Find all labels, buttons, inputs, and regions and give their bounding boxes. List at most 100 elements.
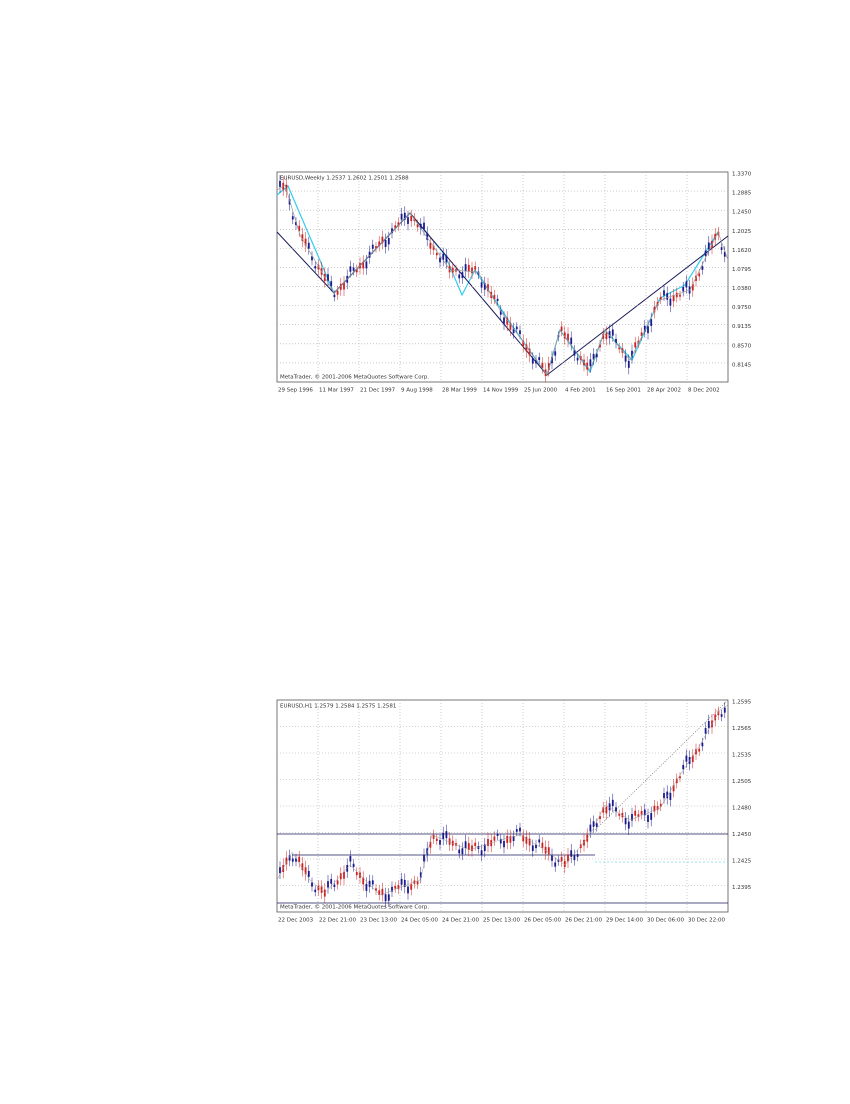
candle-body [301, 863, 304, 871]
candle-body [643, 809, 646, 816]
candle-body [419, 223, 422, 230]
candle-body [557, 859, 560, 862]
x-axis-label: 16 Sep 2001 [606, 388, 641, 394]
candle-body [560, 326, 563, 332]
candle-body [691, 283, 694, 291]
copyright: MetaTrader, © 2001-2006 MetaQuotes Softw… [280, 904, 429, 911]
candle-body [595, 823, 598, 827]
x-axis-label: 11 Mar 1997 [319, 388, 354, 394]
candle-body [371, 880, 374, 885]
candle-body [503, 840, 505, 848]
candle-body [720, 714, 723, 717]
candle-body [327, 274, 329, 281]
candle-body [339, 283, 342, 290]
x-axis-label: 8 Dec 2002 [688, 388, 720, 394]
candle-body [307, 242, 310, 249]
candle-body [355, 269, 358, 273]
x-axis-label: 28 Mar 1999 [442, 388, 477, 394]
candle-body [701, 742, 704, 747]
candle-body [634, 342, 637, 348]
candle-body [397, 222, 400, 227]
candle-body [643, 325, 646, 332]
candle-body [349, 856, 352, 862]
candle-body [599, 344, 601, 348]
candle-body [698, 273, 701, 277]
candle-body [499, 310, 502, 315]
candle-body [512, 328, 515, 334]
candle-body [714, 714, 717, 721]
y-axis-label: 1.2480 [732, 806, 752, 812]
candle-body [589, 359, 592, 367]
candle-body [522, 835, 525, 842]
x-axis-label: 25 Dec 13:00 [483, 918, 520, 924]
candle-body [637, 814, 640, 818]
candle-body [394, 225, 397, 228]
candle-body [349, 266, 352, 272]
candle-body [551, 357, 553, 364]
candle-body [461, 272, 464, 278]
candle-body [400, 878, 403, 885]
candle-body [547, 847, 550, 855]
candle-body [442, 832, 445, 840]
candle-body [656, 301, 659, 306]
candle-body [327, 881, 329, 888]
candle-body [554, 351, 557, 356]
candle-body [416, 881, 419, 885]
candle-body [381, 236, 384, 244]
candle-body [311, 882, 313, 887]
candle-body [714, 233, 717, 240]
candle-body [343, 871, 345, 879]
candle-body [570, 337, 573, 345]
candle-body [519, 827, 521, 832]
candle-body [570, 850, 573, 857]
candle-body [698, 748, 701, 752]
candle-body [547, 363, 550, 371]
candle-body [362, 877, 365, 885]
candle-body [458, 274, 461, 279]
candle-body [704, 728, 707, 734]
candle-body [506, 835, 509, 843]
candle-body [663, 290, 665, 296]
y-axis-label: 0.8570 [732, 343, 752, 349]
candle-body [605, 806, 608, 814]
candle-body [493, 294, 496, 300]
y-axis-label: 1.3370 [732, 172, 752, 178]
candle-body [307, 870, 310, 877]
candle-body [483, 283, 486, 290]
candle-body [365, 261, 368, 269]
chart-header: EURUSD,H1 1.2579 1.2584 1.2575 1.2581 [280, 704, 396, 710]
candle-body [647, 815, 649, 822]
candle-body [285, 857, 288, 865]
candle-body [592, 821, 595, 827]
candle-body [439, 840, 441, 845]
candle-body [384, 894, 387, 902]
candle-body [291, 858, 294, 862]
candle-body [723, 707, 726, 713]
candle-body [640, 332, 643, 337]
candle-body [304, 238, 307, 246]
candle-body [554, 862, 557, 867]
candle-body [442, 253, 445, 261]
chart-screenshot: EURUSD,H1 1.2579 1.2584 1.2575 1.2581 Met… [276, 700, 752, 924]
candle-body [567, 854, 569, 862]
y-axis-label: 1.1620 [732, 248, 752, 254]
candle-body [615, 338, 617, 344]
candle-body [400, 213, 403, 220]
candle-body [627, 360, 630, 368]
candle-body [563, 332, 566, 339]
y-axis-label: 1.2450 [732, 210, 752, 216]
candle-body [695, 749, 697, 755]
candle-body [333, 884, 336, 888]
y-axis-label: 1.2535 [732, 753, 752, 759]
candle-body [410, 215, 413, 222]
candle-body [675, 778, 678, 784]
candle-body [509, 323, 512, 330]
candle-body [304, 867, 307, 875]
candle-body [381, 888, 384, 896]
candle-body [682, 764, 685, 770]
chart-screenshot: EURUSD,Weekly 1.2537 1.2602 1.2501 1.258… [276, 172, 752, 394]
candle-body [631, 814, 633, 821]
x-axis-label: 28 Apr 2002 [647, 388, 681, 394]
candle-body [435, 838, 438, 841]
candle-body [538, 357, 541, 361]
